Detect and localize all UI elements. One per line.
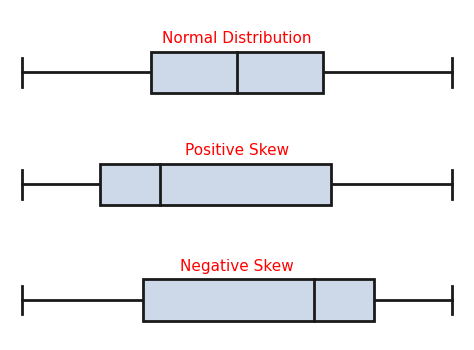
Bar	[143, 279, 374, 321]
Bar	[151, 52, 323, 93]
Text: Positive Skew: Positive Skew	[185, 143, 289, 158]
Text: Normal Distribution: Normal Distribution	[162, 31, 312, 46]
Bar	[100, 164, 331, 205]
Text: Negative Skew: Negative Skew	[180, 259, 294, 274]
